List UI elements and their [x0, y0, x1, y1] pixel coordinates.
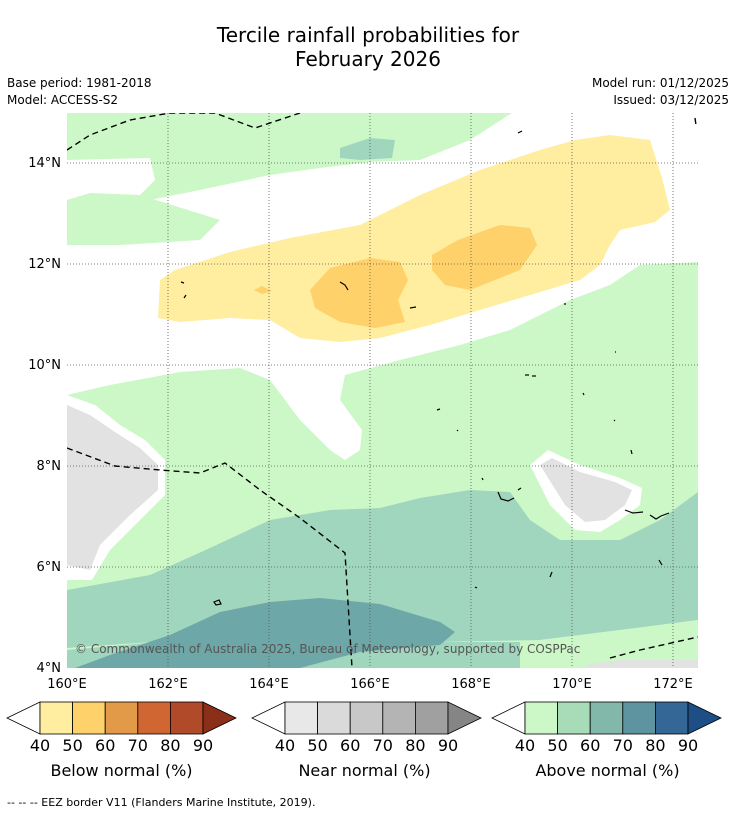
lat-label: 8°N	[37, 459, 62, 474]
colorbar-tick-label: 90	[193, 736, 213, 755]
colorbar-tick-label: 80	[645, 736, 665, 755]
model-run: Model run: 01/12/2025	[591, 76, 729, 90]
lon-label: 170°E	[552, 677, 592, 692]
colorbar-segment	[557, 701, 591, 735]
colorbar-title-above: Above normal (%)	[535, 761, 680, 780]
colorbar-title-below: Below normal (%)	[50, 761, 193, 780]
model-name: Model: ACCESS-S2	[7, 93, 119, 107]
colorbar-below: 40 50 60 70 80 90	[6, 701, 237, 755]
colorbar-tick-label: 70	[128, 736, 148, 755]
above-40-north	[67, 113, 512, 215]
map-area	[67, 113, 698, 668]
colorbar-over-triangle	[687, 701, 722, 735]
colorbar-tick-label: 60	[340, 736, 360, 755]
lat-labels: 4°N 6°N 8°N 10°N 12°N 14°N	[28, 156, 61, 676]
above-40-northwest	[67, 193, 220, 245]
colorbar-segment	[655, 701, 689, 735]
colorbar-under-triangle	[251, 701, 286, 735]
islands	[180, 130, 670, 606]
issued-date: Issued: 03/12/2025	[613, 93, 729, 107]
base-period: Base period: 1981-2018	[7, 76, 152, 90]
colorbar-near: 40 50 60 70 80 90	[251, 701, 482, 755]
colorbar-segment	[382, 701, 416, 735]
colorbars: 40 50 60 70 80 90 40 50 60 70 80 90 40 50 60 70 80 90	[6, 701, 722, 755]
colorbar-tick-label: 40	[275, 736, 295, 755]
eez-footer-note: -- -- -- EEZ border V11 (Flanders Marine…	[7, 796, 316, 809]
above-50-south	[67, 490, 698, 648]
colorbar-segment	[622, 701, 656, 735]
lon-label: 162°E	[148, 677, 188, 692]
copyright-text: © Commonwealth of Australia 2025, Bureau…	[75, 642, 580, 656]
colorbar-tick-label: 60	[95, 736, 115, 755]
colorbar-segment	[414, 701, 449, 735]
near-40-west	[67, 405, 158, 570]
below-50-dot	[254, 286, 272, 294]
near-40-southeast	[588, 660, 698, 668]
colorbar-tick-label: 50	[547, 736, 567, 755]
colorbar-tick-label: 90	[438, 736, 458, 755]
colorbar-segment	[349, 701, 384, 735]
colorbar-segment	[317, 701, 351, 735]
title-line-1: Tercile rainfall probabilities for	[216, 23, 520, 47]
colorbar-tick-label: 40	[30, 736, 50, 755]
lat-label: 4°N	[37, 661, 62, 676]
above-60-south	[75, 598, 455, 668]
lat-label: 10°N	[28, 358, 61, 373]
colorbar-tick-label: 50	[62, 736, 82, 755]
lon-label: 168°E	[451, 677, 491, 692]
colorbar-under-triangle	[6, 701, 41, 735]
lat-label: 12°N	[28, 257, 61, 272]
colorbar-title-near: Near normal (%)	[298, 761, 431, 780]
colorbar-segment	[137, 701, 171, 735]
colorbar-tick-label: 80	[405, 736, 425, 755]
colorbar-segment	[284, 701, 318, 735]
colorbar-tick-label: 80	[160, 736, 180, 755]
colorbar-tick-label: 40	[515, 736, 535, 755]
colorbar-segment	[39, 701, 73, 735]
lon-labels: 160°E 162°E 164°E 166°E 168°E 170°E 172°…	[47, 677, 693, 692]
colorbar-tick-label: 50	[307, 736, 327, 755]
near-40-east	[540, 458, 632, 522]
colorbar-over-triangle	[447, 701, 482, 735]
colorbar-under-triangle	[491, 701, 526, 735]
colorbar-segment	[72, 701, 106, 735]
colorbar-above: 40 50 60 70 80 90	[491, 701, 722, 755]
colorbar-tick-label: 60	[580, 736, 600, 755]
colorbar-segment	[169, 701, 204, 735]
eez-borders	[67, 113, 698, 668]
colorbar-tick-label: 70	[373, 736, 393, 755]
lon-label: 160°E	[47, 677, 87, 692]
graticule	[67, 113, 698, 668]
lon-label: 166°E	[350, 677, 390, 692]
colorbar-tick-label: 70	[613, 736, 633, 755]
below-50-east	[432, 225, 537, 290]
below-50-west	[310, 258, 408, 328]
colorbar-segment	[589, 701, 624, 735]
above-40-southeast	[540, 620, 698, 668]
below-40-band	[158, 135, 670, 342]
colorbar-tick-label: 90	[678, 736, 698, 755]
lon-label: 164°E	[249, 677, 289, 692]
colorbar-segment	[104, 701, 139, 735]
lat-label: 6°N	[37, 560, 62, 575]
above-50-north-patch	[340, 138, 395, 160]
title-line-2: February 2026	[295, 47, 441, 71]
gap-north	[67, 158, 155, 200]
colorbar-segment	[524, 701, 558, 735]
lat-label: 14°N	[28, 156, 61, 171]
colorbar-over-triangle	[202, 701, 237, 735]
lon-label: 172°E	[653, 677, 693, 692]
